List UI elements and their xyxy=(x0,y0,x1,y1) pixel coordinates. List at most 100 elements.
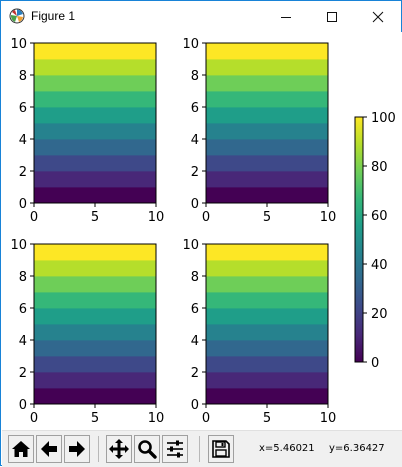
colorbar-tick-label: 20 xyxy=(371,307,388,322)
y-tick-label-bottom-left: 2 xyxy=(19,366,27,381)
heatmap-cell-row-9-bottom-right xyxy=(206,244,328,261)
heatmap-cell-row-6-bottom-right xyxy=(206,292,328,309)
home-button[interactable] xyxy=(8,435,34,463)
pan-button[interactable] xyxy=(106,435,132,463)
forward-button[interactable] xyxy=(64,435,90,463)
y-tick-label-bottom-right: 2 xyxy=(191,366,199,381)
heatmap-cell-row-8-top-right xyxy=(206,59,328,76)
heatmap-cell-row-1-bottom-left xyxy=(34,372,156,389)
figure-canvas[interactable]: 0 5 10 0 2 4 6 8 10 0 5 10 0 2 4 6 8 10 0 5 10 0 2 4 6 8 10 0 5 10 0 2 4… xyxy=(2,32,402,430)
heatmap-cell-row-7-top-right xyxy=(206,75,328,92)
x-tick-label-top-right: 5 xyxy=(263,210,271,225)
home-icon xyxy=(12,441,30,457)
x-tick-label-top-left: 5 xyxy=(91,210,99,225)
colorbar-tick-label: 0 xyxy=(371,356,379,371)
heatmap-cell-row-0-bottom-left xyxy=(34,388,156,405)
x-tick-label-bottom-left: 10 xyxy=(148,411,165,426)
heatmap-cell-row-4-bottom-right xyxy=(206,324,328,341)
y-tick-label-top-left: 2 xyxy=(19,165,27,180)
heatmap-cell-row-6-top-left xyxy=(34,91,156,108)
y-tick-label-bottom-right: 8 xyxy=(191,270,199,285)
y-tick-label-bottom-left: 4 xyxy=(19,334,27,349)
heatmap-cell-row-3-top-left xyxy=(34,139,156,156)
cursor-y-readout: y=6.36427 xyxy=(329,443,385,454)
heatmap-cell-row-3-bottom-right xyxy=(206,340,328,357)
heatmap-cell-row-1-top-right xyxy=(206,171,328,188)
back-icon xyxy=(41,441,57,457)
y-tick-label-top-left: 4 xyxy=(19,133,27,148)
heatmap-cell-row-8-top-left xyxy=(34,59,156,76)
heatmap-cell-row-5-bottom-right xyxy=(206,308,328,325)
heatmap-cell-row-7-bottom-left xyxy=(34,276,156,293)
y-tick-label-bottom-right: 6 xyxy=(191,302,199,317)
heatmap-cell-row-9-bottom-left xyxy=(34,244,156,261)
x-tick-label-top-right: 10 xyxy=(320,210,337,225)
forward-icon xyxy=(69,441,85,457)
heatmap-cell-row-1-bottom-right xyxy=(206,372,328,389)
toolbar-separator xyxy=(199,436,200,462)
heatmap-cell-row-6-top-right xyxy=(206,91,328,108)
heatmap-cell-row-1-top-left xyxy=(34,171,156,188)
heatmap-cell-row-0-top-right xyxy=(206,187,328,204)
heatmap-cell-row-3-top-right xyxy=(206,139,328,156)
maximize-button[interactable] xyxy=(309,1,355,32)
save-icon xyxy=(212,440,230,458)
minimize-button[interactable] xyxy=(263,1,309,32)
heatmap-cell-row-5-bottom-left xyxy=(34,308,156,325)
save-button[interactable] xyxy=(208,435,234,463)
cursor-x-readout: x=5.46021 xyxy=(259,443,315,454)
x-tick-label-top-left: 10 xyxy=(148,210,165,225)
zoom-icon xyxy=(138,440,157,459)
title-bar[interactable]: Figure 1 xyxy=(1,1,401,32)
heatmap-cell-row-4-top-right xyxy=(206,123,328,140)
navigation-toolbar: x=5.46021 y=6.36427 xyxy=(2,430,402,467)
colorbar xyxy=(354,116,364,363)
heatmap-cell-row-6-bottom-left xyxy=(34,292,156,309)
toolbar-separator xyxy=(98,436,99,462)
x-tick-label-bottom-left: 5 xyxy=(91,411,99,426)
y-tick-label-top-right: 0 xyxy=(191,197,199,212)
y-tick-label-top-right: 2 xyxy=(191,165,199,180)
y-tick-label-bottom-right: 0 xyxy=(191,398,199,413)
configure-subplots-icon xyxy=(167,440,183,458)
heatmap-cell-row-8-bottom-right xyxy=(206,260,328,277)
y-tick-label-top-right: 8 xyxy=(191,69,199,84)
x-tick-label-bottom-right: 10 xyxy=(320,411,337,426)
x-tick-label-bottom-right: 5 xyxy=(263,411,271,426)
y-tick-label-top-left: 8 xyxy=(19,69,27,84)
close-button[interactable] xyxy=(355,1,401,32)
heatmap-cell-row-2-top-left xyxy=(34,155,156,172)
window-title: Figure 1 xyxy=(31,9,76,23)
y-tick-label-bottom-left: 10 xyxy=(10,238,27,253)
heatmap-cell-row-7-top-left xyxy=(34,75,156,92)
colorbar-tick-label: 60 xyxy=(371,209,388,224)
y-tick-label-bottom-right: 10 xyxy=(182,238,199,253)
heatmap-cell-row-2-top-right xyxy=(206,155,328,172)
heatmap-cell-row-2-bottom-left xyxy=(34,356,156,373)
heatmap-cell-row-0-bottom-right xyxy=(206,388,328,405)
y-tick-label-bottom-left: 0 xyxy=(19,398,27,413)
x-tick-label-top-left: 0 xyxy=(30,210,38,225)
matplotlib-app-icon xyxy=(9,8,25,24)
x-tick-label-bottom-right: 0 xyxy=(202,411,210,426)
heatmap-cell-row-7-bottom-right xyxy=(206,276,328,293)
heatmap-cell-row-4-top-left xyxy=(34,123,156,140)
heatmap-cell-row-9-top-right xyxy=(206,43,328,60)
y-tick-label-bottom-left: 6 xyxy=(19,302,27,317)
x-tick-label-top-right: 0 xyxy=(202,210,210,225)
heatmap-cell-row-9-top-left xyxy=(34,43,156,60)
maximize-icon xyxy=(327,11,337,22)
colorbar-tick-label: 40 xyxy=(371,258,388,273)
zoom-button[interactable] xyxy=(134,435,160,463)
close-icon xyxy=(372,11,384,22)
configure-subplots-button[interactable] xyxy=(162,435,188,463)
back-button[interactable] xyxy=(36,435,62,463)
y-tick-label-top-left: 10 xyxy=(10,37,27,52)
heatmap-cell-row-5-top-left xyxy=(34,107,156,124)
y-tick-label-top-right: 10 xyxy=(182,37,199,52)
y-tick-label-top-left: 6 xyxy=(19,101,27,116)
y-tick-label-bottom-left: 8 xyxy=(19,270,27,285)
heatmap-cell-row-8-bottom-left xyxy=(34,260,156,277)
